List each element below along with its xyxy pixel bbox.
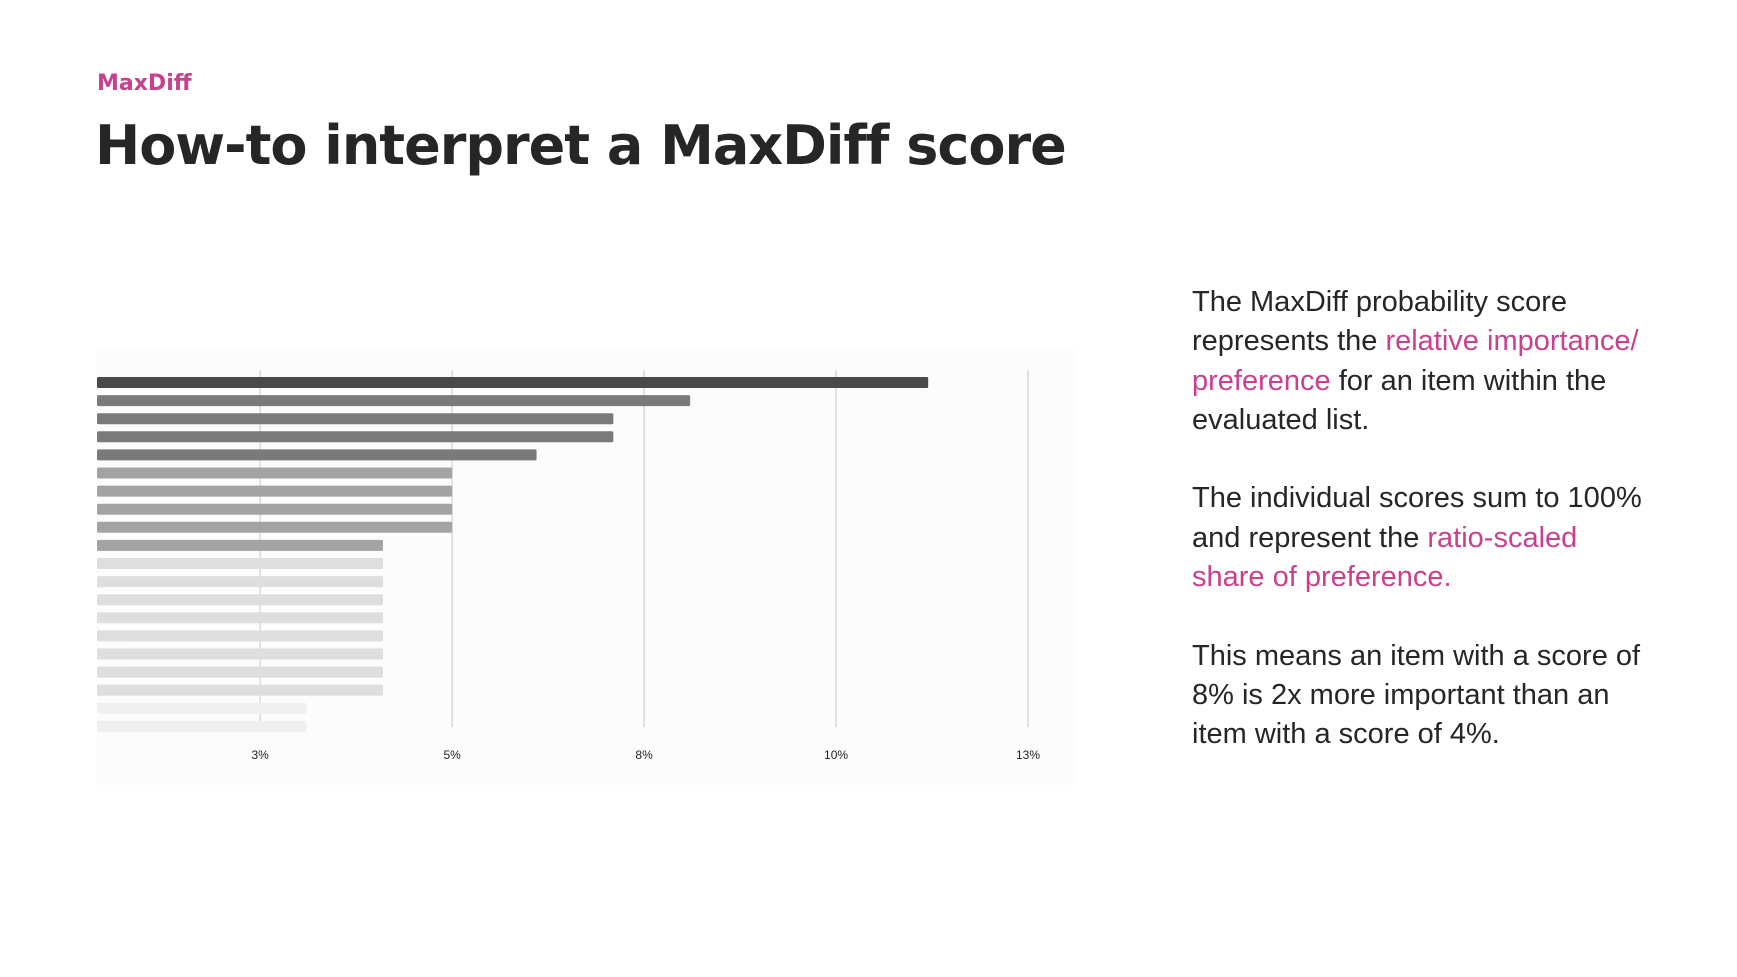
explanation-paragraph-1: The MaxDiff probability score represents…: [1192, 286, 1639, 436]
page-title: How-to interpret a MaxDiff score: [95, 114, 1067, 177]
bar: [97, 503, 453, 515]
bar: [97, 612, 384, 624]
bar: [97, 413, 614, 425]
bar: [97, 594, 384, 606]
x-tick-label: 3%: [251, 748, 269, 762]
bar: [97, 377, 929, 388]
bar: [97, 684, 384, 696]
bar: [97, 720, 307, 732]
bar: [97, 666, 384, 678]
x-axis-tick-labels: 3% 5% 8% 10% 13%: [251, 748, 1040, 762]
highlight-relative-importance: relative importance/ preference: [1192, 325, 1639, 397]
bar: [97, 576, 384, 588]
bar: [97, 449, 537, 461]
x-tick-label: 5%: [443, 748, 461, 762]
bar: [97, 395, 691, 407]
bar: [97, 521, 453, 533]
explanation-paragraph-3: This means an item with a score of 8% is…: [1192, 639, 1641, 751]
chart-svg: 3% 5% 8% 10% 13%: [97, 370, 1040, 762]
bar: [97, 702, 307, 714]
bar: [97, 431, 614, 443]
x-tick-label: 10%: [824, 748, 848, 762]
explanation-text: The MaxDiff probability score represents…: [1192, 283, 1652, 794]
bar: [97, 558, 384, 569]
maxdiff-bar-chart: 3% 5% 8% 10% 13%: [97, 350, 1076, 785]
x-tick-label: 13%: [1016, 748, 1040, 762]
x-tick-label: 8%: [635, 748, 653, 762]
highlight-ratio-scaled-share: ratio-scaled share of preference.: [1192, 521, 1578, 594]
bar: [97, 467, 453, 479]
explanation-paragraph-2: The individual scores sum to 100% and re…: [1192, 482, 1642, 594]
eyebrow-label: MaxDiff: [97, 71, 192, 96]
bar: [97, 485, 453, 497]
bar: [97, 630, 384, 642]
bar: [97, 539, 384, 551]
bars: [97, 377, 929, 732]
bar: [97, 648, 384, 660]
